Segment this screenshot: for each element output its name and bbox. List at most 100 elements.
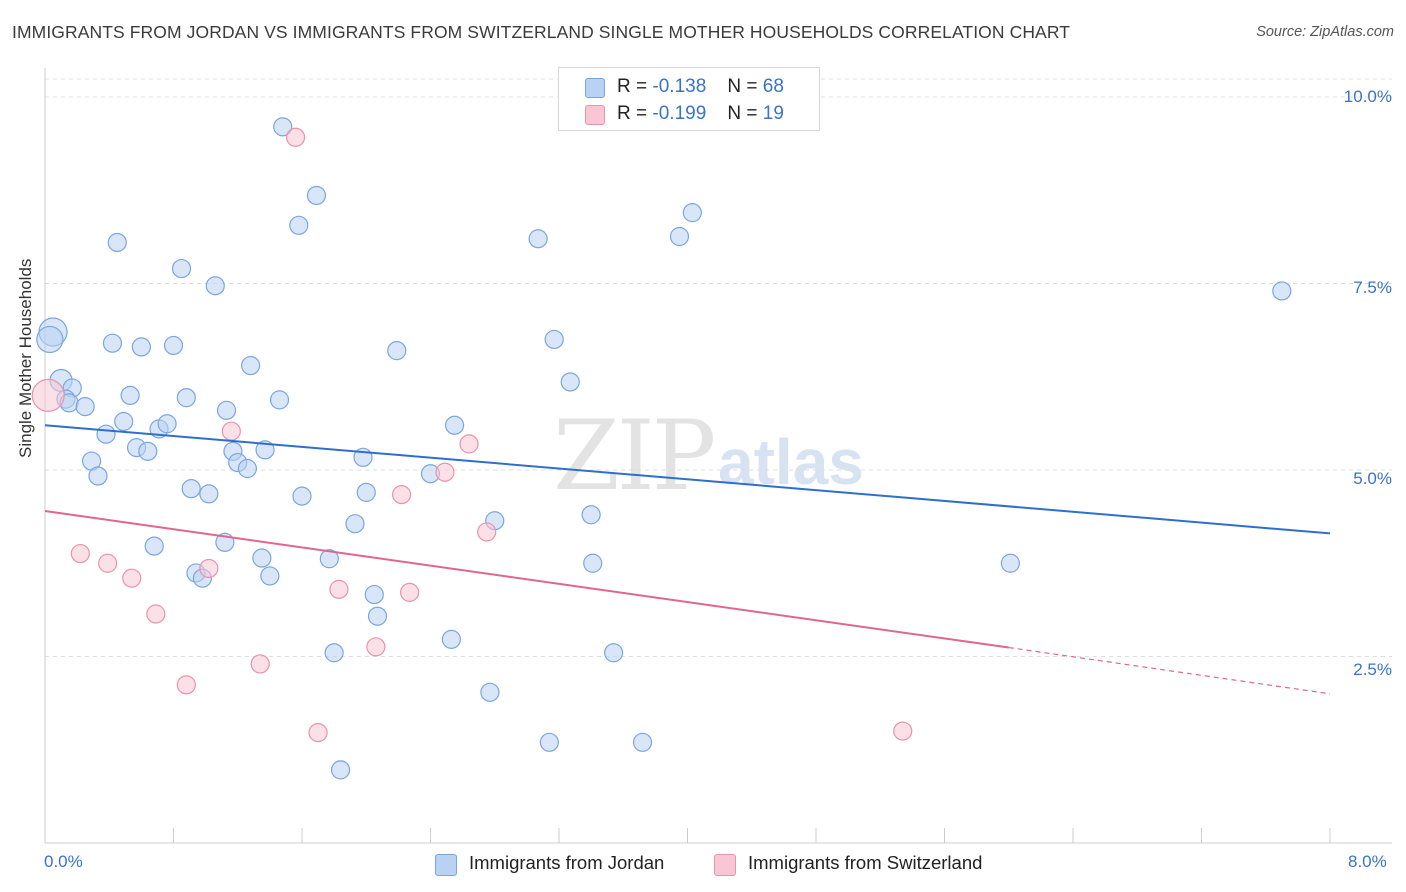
jordan-point: [345, 514, 365, 534]
jordan-point: [324, 643, 344, 663]
jordan-point: [480, 682, 500, 702]
chart-title: IMMIGRANTS FROM JORDAN VS IMMIGRANTS FRO…: [12, 22, 1071, 42]
y-tick-label: 2.5%: [1353, 660, 1392, 679]
jordan-point: [330, 760, 351, 780]
jordan-point: [237, 458, 257, 479]
legend-n-value: 68: [762, 76, 784, 97]
jordan-trend-line: [44, 424, 1331, 535]
switzerland-point: [176, 675, 196, 695]
switzerland-point: [459, 434, 479, 454]
jordan-point: [252, 548, 272, 568]
switzerland-point: [329, 579, 349, 599]
jordan-point: [1000, 553, 1020, 573]
jordan-point: [444, 415, 465, 435]
jordan-point: [36, 325, 64, 354]
jordan-point: [632, 732, 653, 752]
jordan-point: [75, 396, 95, 417]
legend-n-label: N =: [727, 103, 758, 124]
jordan-point: [181, 479, 201, 499]
jordan-point: [163, 335, 184, 356]
legend-n-value: 19: [762, 103, 784, 124]
jordan-point: [581, 505, 601, 525]
y-axis-title: Single Mother Households: [16, 258, 35, 458]
switzerland-point: [391, 485, 412, 505]
jordan-point: [96, 424, 116, 444]
switzerland-point: [250, 654, 270, 674]
jordan-point: [367, 606, 388, 626]
jordan-point: [560, 372, 580, 392]
jordan-point: [1272, 281, 1292, 301]
watermark-atlas: atlas: [718, 426, 864, 498]
bottom-legend-swatch-switzerland: [714, 854, 736, 876]
switzerland-point: [400, 582, 420, 602]
jordan-point: [364, 584, 384, 605]
legend-r-value: -0.199: [652, 103, 707, 124]
bottom-legend-swatch-jordan: [435, 854, 457, 876]
switzerland-point: [308, 722, 328, 743]
jordan-point: [289, 215, 309, 235]
jordan-point: [539, 732, 559, 752]
trend-lines: [44, 424, 1331, 695]
bottom-legend-label-jordan: Immigrants from Jordan: [469, 852, 665, 873]
jordan-point: [138, 441, 158, 461]
legend-r-label: R =: [617, 76, 648, 97]
switzerland-point: [70, 543, 90, 564]
watermark-zip: ZIP: [553, 400, 716, 512]
switzerland-point: [435, 462, 455, 482]
jordan-point: [306, 185, 327, 206]
switzerland-point: [477, 522, 497, 542]
jordan-point: [176, 388, 196, 408]
switzerland-point: [98, 553, 118, 573]
y-tick-label: 5.0%: [1353, 469, 1392, 488]
jordan-point: [269, 390, 290, 410]
switzerland-point: [893, 721, 913, 741]
jordan-point: [583, 553, 603, 573]
jordan-point: [255, 440, 275, 460]
jordan-point: [319, 549, 339, 569]
legend-r-value: -0.138: [652, 76, 707, 97]
switzerland-point: [199, 558, 219, 579]
switzerland-point: [285, 127, 306, 147]
jordan-point: [387, 341, 407, 361]
bottom-legend-label-switzerland: Immigrants from Switzerland: [748, 852, 983, 873]
switzerland-trend-extension: [1008, 646, 1331, 695]
switzerland-trend-line: [44, 510, 1009, 649]
jordan-point: [216, 400, 237, 420]
jordan-point: [441, 629, 461, 649]
jordan-point: [682, 203, 702, 223]
jordan-point: [120, 385, 140, 405]
jordan-point: [102, 333, 123, 353]
switzerland-point: [366, 637, 386, 657]
jordan-point: [544, 329, 564, 350]
y-tick-label: 10.0%: [1343, 87, 1392, 106]
jordan-point: [205, 276, 225, 296]
source-label: Source: ZipAtlas.com: [1256, 24, 1394, 40]
legend-swatch-jordan: [585, 78, 605, 98]
x-tick-label-max: 8.0%: [1348, 852, 1387, 871]
switzerland-point: [122, 568, 142, 588]
jordan-point: [157, 414, 177, 434]
switzerland-point: [146, 604, 166, 624]
jordan-point: [131, 337, 151, 357]
jordan-point: [199, 484, 219, 504]
jordan-point: [669, 226, 690, 247]
plot-axes: [44, 68, 1392, 844]
legend-n-label: N =: [727, 76, 758, 97]
y-tick-label: 7.5%: [1353, 278, 1392, 297]
jordan-point: [114, 411, 134, 432]
x-tick-label-min: 0.0%: [44, 852, 83, 871]
jordan-point: [528, 229, 548, 249]
jordan-point: [273, 117, 293, 137]
jordan-point: [88, 466, 108, 486]
series-switzerland-points: [31, 127, 913, 743]
legend-swatch-switzerland: [585, 105, 605, 125]
jordan-point: [604, 643, 624, 663]
series-jordan-points: [36, 117, 1292, 780]
jordan-point: [356, 482, 376, 502]
jordan-point: [171, 258, 192, 279]
jordan-point: [107, 232, 127, 253]
legend-r-label: R =: [617, 103, 648, 124]
jordan-point: [260, 566, 280, 586]
jordan-point: [144, 536, 164, 556]
